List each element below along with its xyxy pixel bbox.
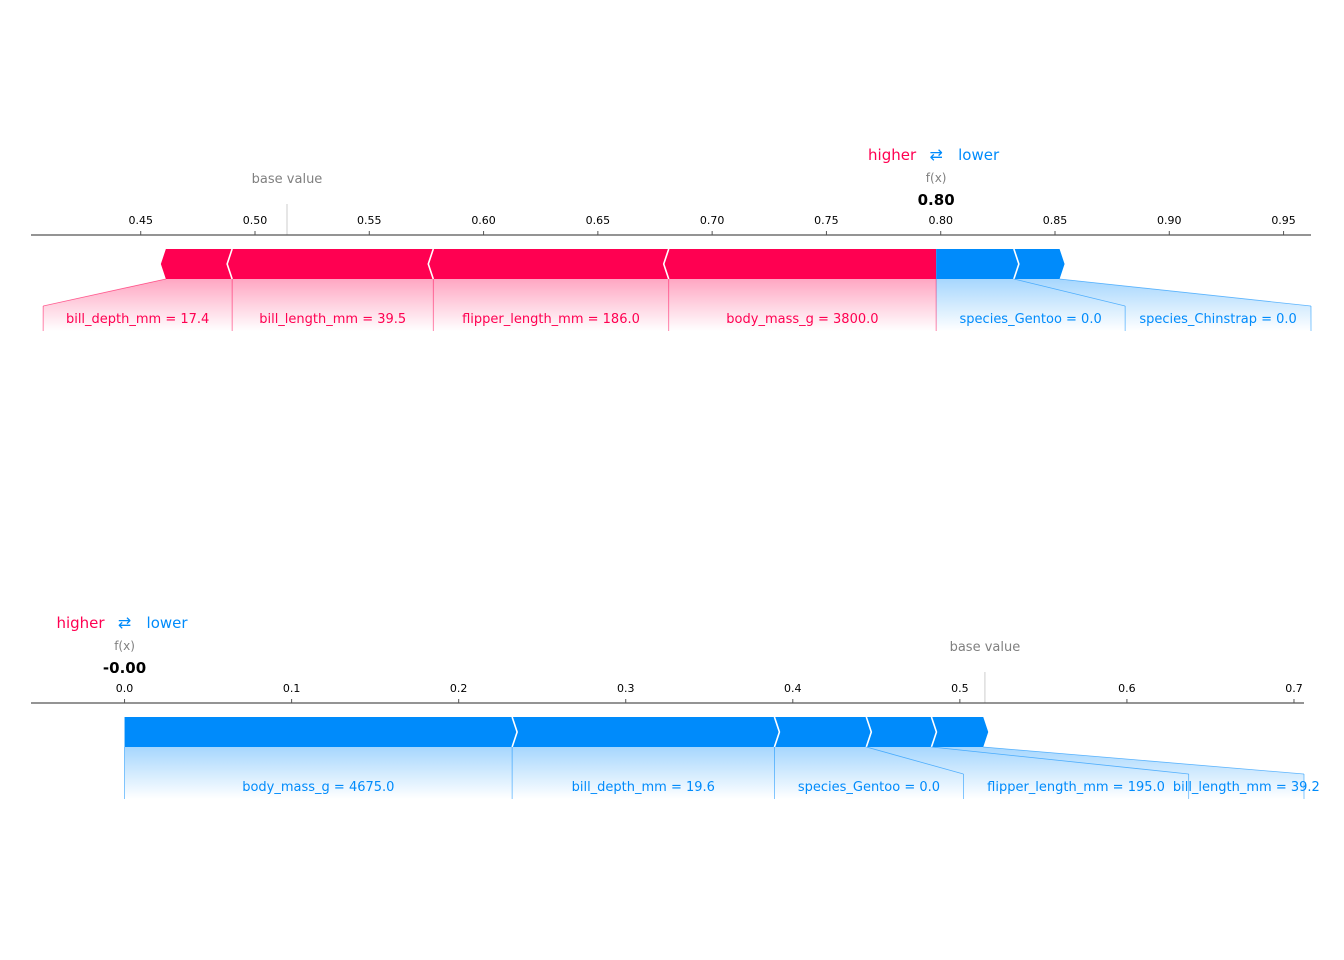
force-plot-1: higher ⇄ lower base value f(x) 0.80 0.45 0.50 0.… — [31, 145, 1312, 331]
segment-separator — [865, 716, 873, 748]
legend-lower-label: lower — [958, 146, 1000, 164]
x-tick-label: 0.7 — [1285, 682, 1303, 695]
positive-label-shade — [433, 279, 669, 331]
x-tick-label: 0.1 — [283, 682, 301, 695]
segment-separator — [930, 716, 938, 748]
legend-arrow-icon: ⇄ — [929, 145, 942, 164]
base-value-label: base value — [252, 172, 323, 187]
positive-force-bar — [160, 249, 233, 279]
x-tick-label: 0.95 — [1271, 214, 1296, 227]
x-tick-label: 0.60 — [471, 214, 496, 227]
negative-feature-label: bill_depth_mm = 19.6 — [572, 780, 715, 795]
segment-separator — [1013, 248, 1020, 280]
x-tick-label: 0.70 — [700, 214, 725, 227]
positive-feature-label: body_mass_g = 3800.0 — [726, 312, 878, 327]
negative-label-shade — [866, 747, 1189, 799]
legend-higher-label: higher — [56, 614, 105, 632]
x-tick-label: 0.3 — [617, 682, 635, 695]
negative-force-bar — [936, 249, 1019, 279]
force-plot-2: higher ⇄ lower base value f(x) -0.00 0.0 0.1 0.2… — [31, 613, 1320, 799]
legend-lower-label: lower — [147, 614, 189, 632]
segment-separator — [427, 248, 435, 280]
legend-higher-label: higher — [868, 146, 917, 164]
fx-value: -0.00 — [103, 659, 146, 677]
negative-force-bar — [774, 717, 872, 747]
negative-force-bar — [866, 717, 937, 747]
base-value-label: base value — [950, 640, 1021, 655]
fx-value: 0.80 — [918, 191, 955, 209]
negative-feature-label: species_Chinstrap = 0.0 — [1139, 312, 1297, 327]
x-tick-label: 0.4 — [784, 682, 802, 695]
positive-label-shade — [43, 279, 233, 331]
positive-force-bar — [663, 249, 937, 279]
negative-force-bar — [512, 717, 780, 747]
negative-feature-label: flipper_length_mm = 195.0 — [987, 780, 1165, 795]
x-tick-label: 0.85 — [1043, 214, 1068, 227]
positive-force-bar — [227, 249, 434, 279]
negative-force-bar — [124, 717, 518, 747]
positive-label-shade — [232, 279, 434, 331]
segment-separator — [662, 248, 670, 280]
positive-force-bar — [428, 249, 669, 279]
positive-label-shade — [668, 279, 937, 331]
negative-label-shade — [124, 747, 513, 799]
x-tick-label: 0.75 — [814, 214, 839, 227]
negative-feature-label: species_Gentoo = 0.0 — [798, 780, 940, 795]
fx-label: f(x) — [926, 171, 947, 185]
negative-feature-label: bill_length_mm = 39.2 — [1173, 780, 1320, 795]
segment-separator — [226, 248, 233, 280]
x-tick-label: 0.55 — [357, 214, 382, 227]
negative-label-shade — [1013, 279, 1311, 331]
x-tick-label: 0.80 — [928, 214, 953, 227]
fx-label: f(x) — [114, 639, 135, 653]
x-tick-label: 0.0 — [116, 682, 134, 695]
segment-separator — [511, 716, 518, 748]
negative-force-bar — [931, 717, 989, 747]
positive-feature-label: bill_depth_mm = 17.4 — [66, 312, 209, 327]
negative-label-shade — [936, 279, 1126, 331]
negative-label-shade — [774, 747, 964, 799]
label-connector — [43, 278, 166, 307]
negative-force-bar — [1013, 249, 1065, 279]
x-tick-label: 0.65 — [586, 214, 611, 227]
positive-feature-label: flipper_length_mm = 186.0 — [462, 312, 640, 327]
label-connector — [1059, 278, 1312, 307]
negative-label-shade — [512, 747, 775, 799]
x-tick-label: 0.5 — [951, 682, 969, 695]
x-tick-label: 0.2 — [450, 682, 468, 695]
x-tick-label: 0.6 — [1118, 682, 1136, 695]
label-connector — [983, 746, 1305, 775]
negative-feature-label: species_Gentoo = 0.0 — [960, 312, 1102, 327]
positive-feature-label: bill_length_mm = 39.5 — [259, 312, 406, 327]
x-tick-label: 0.90 — [1157, 214, 1182, 227]
x-tick-label: 0.50 — [243, 214, 268, 227]
negative-label-shade — [931, 747, 1304, 799]
negative-feature-label: body_mass_g = 4675.0 — [242, 780, 394, 795]
segment-separator — [773, 716, 781, 748]
legend-arrow-icon: ⇄ — [118, 613, 131, 632]
x-tick-label: 0.45 — [128, 214, 153, 227]
